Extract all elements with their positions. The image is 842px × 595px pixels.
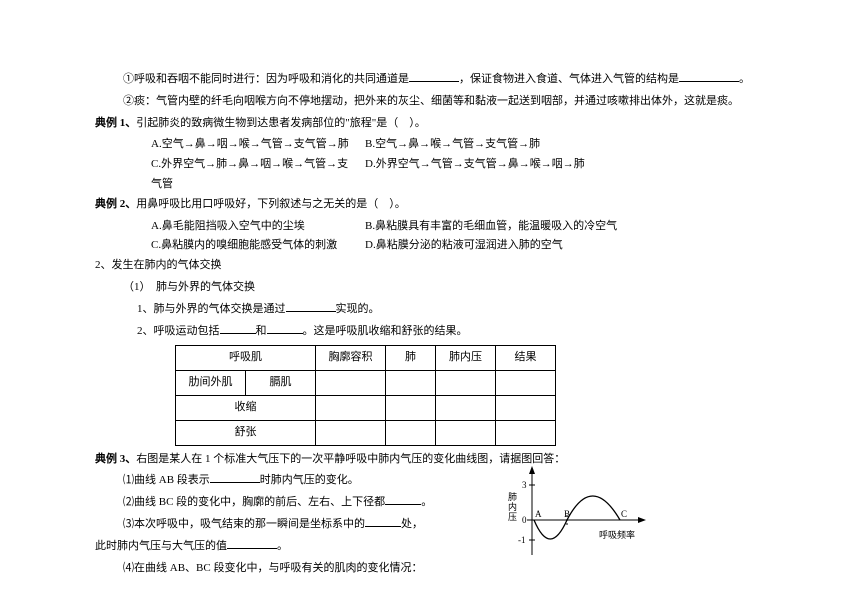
section-2-p2: 2、呼吸运动包括 和 。这是呼吸肌收缩和舒张的结果。 (95, 322, 762, 342)
option-a[interactable]: A.空气→鼻→咽→喉→气管→支气管→肺 (95, 135, 355, 155)
point-b: B (564, 509, 570, 519)
blank[interactable] (409, 70, 459, 82)
blank[interactable] (267, 322, 303, 334)
y-label: 肺 (508, 492, 517, 502)
option-b[interactable]: B.空气→鼻→喉→气管→支气管→肺 (355, 135, 540, 155)
blank[interactable] (286, 300, 336, 312)
q1: ⑴曲线 AB 段表示 时肺内气压的变化。 (95, 471, 475, 491)
text: 1、肺与外界的气体交换是通过 (137, 303, 286, 315)
text: ，保证食物进入食道、气体进入气管的结构是 (459, 73, 679, 85)
text: 。 (277, 540, 288, 552)
example-1-row-ab: A.空气→鼻→咽→喉→气管→支气管→肺 B.空气→鼻→喉→气管→支气管→肺 (95, 135, 762, 155)
option-a[interactable]: A.鼻毛能阻挡吸入空气中的尘埃 (95, 217, 355, 237)
cell[interactable] (496, 420, 556, 445)
cell[interactable] (386, 420, 436, 445)
tick: 3 (522, 480, 527, 490)
y-label: 压 (508, 512, 517, 522)
blank[interactable] (385, 493, 421, 505)
stem-text: 用鼻呼吸比用口呼吸好，下列叙述与之无关的是（ ）。 (136, 198, 406, 210)
text: ①呼吸和吞咽不能同时进行：因为呼吸和消化的共同通道是 (123, 73, 409, 85)
text: 。 (739, 73, 750, 85)
pressure-chart: 肺 内 压 3 0 -1 A B C 呼吸频率 (502, 460, 652, 570)
example-label: 典例 2、 (95, 198, 136, 210)
x-label: 呼吸频率 (599, 529, 635, 540)
cell[interactable] (436, 420, 496, 445)
th-pressure: 肺内压 (436, 346, 496, 371)
text: 2、呼吸运动包括 (137, 325, 220, 337)
blank[interactable] (679, 70, 739, 82)
option-c[interactable]: C.鼻粘膜内的嗅细胞能感受气体的刺激 (95, 236, 355, 256)
q3c: 此时肺内气压与大气压的值 。 (95, 537, 475, 557)
th-muscle: 呼吸肌 (176, 346, 316, 371)
text: ⑶本次呼吸中，吸气结束的那一瞬间是坐标系中的 (123, 518, 365, 530)
stem-text: 右图是某人在 1 个标准大气压下的一次平静呼吸中肺内气压的变化曲线图，请据图回答… (136, 453, 565, 465)
text: ⑴曲线 AB 段表示 (123, 474, 210, 486)
section-2-p1: 1、肺与外界的气体交换是通过 实现的。 (95, 300, 762, 320)
cell[interactable] (386, 371, 436, 396)
text: 处， (401, 518, 423, 530)
table-row: 肋间外肌 膈肌 (176, 371, 556, 396)
cell[interactable] (436, 395, 496, 420)
option-d[interactable]: D.鼻粘膜分泌的粘液可湿润进入肺的空气 (355, 236, 563, 256)
cell: 膈肌 (246, 371, 316, 396)
cell[interactable] (316, 420, 386, 445)
cell[interactable] (316, 371, 386, 396)
th-lung: 肺 (386, 346, 436, 371)
q4: ⑷在曲线 AB、BC 段变化中，与呼吸有关的肌肉的变化情况： (95, 559, 475, 579)
text: 。 (421, 496, 432, 508)
cell[interactable] (496, 371, 556, 396)
tick: 0 (522, 515, 527, 525)
intro-p1: ①呼吸和吞咽不能同时进行：因为呼吸和消化的共同通道是 ，保证食物进入食道、气体进入… (95, 70, 762, 90)
cell[interactable] (496, 395, 556, 420)
q3: ⑶本次呼吸中，吸气结束的那一瞬间是坐标系中的 处， (95, 515, 475, 535)
cell[interactable] (386, 395, 436, 420)
example-label: 典例 1、 (95, 117, 136, 129)
stem-text: 引起肺炎的致病微生物到达患者发病部位的"旅程"是（ ）。 (136, 117, 425, 129)
example-1-row-cd: C.外界空气→肺→鼻→咽→喉→气管→支气管 D.外界空气→气管→支气管→鼻→喉→… (95, 155, 762, 195)
table-row: 舒张 (176, 420, 556, 445)
table-row: 呼吸肌 胸廓容积 肺 肺内压 结果 (176, 346, 556, 371)
example-1-stem: 典例 1、引起肺炎的致病微生物到达患者发病部位的"旅程"是（ ）。 (95, 114, 762, 134)
intro-p2: ②痰：气管内壁的纤毛向咽喉方向不停地摆动，把外来的灰尘、细菌等和黏液一起送到咽部… (95, 92, 762, 112)
blank[interactable] (227, 537, 277, 549)
text: 此时肺内气压与大气压的值 (95, 540, 227, 552)
th-result: 结果 (496, 346, 556, 371)
example-2-row-cd: C.鼻粘膜内的嗅细胞能感受气体的刺激 D.鼻粘膜分泌的粘液可湿润进入肺的空气 (95, 236, 762, 256)
example-3-stem: 典例 3、右图是某人在 1 个标准大气压下的一次平静呼吸中肺内气压的变化曲线图，… (95, 450, 762, 470)
text: 。这是呼吸肌收缩和舒张的结果。 (303, 325, 468, 337)
blank[interactable] (220, 322, 256, 334)
example-label: 典例 3、 (95, 453, 136, 465)
table-row: 收缩 (176, 395, 556, 420)
blank[interactable] (210, 471, 260, 483)
q2: ⑵曲线 BC 段的变化中，胸廓的前后、左右、上下径都 。 (95, 493, 475, 513)
text: ⑵曲线 BC 段的变化中，胸廓的前后、左右、上下径都 (123, 496, 385, 508)
blank[interactable] (365, 515, 401, 527)
option-d[interactable]: D.外界空气→气管→支气管→鼻→喉→咽→肺 (355, 155, 585, 195)
cell: 舒张 (176, 420, 316, 445)
section-2-sub: （1） 肺与外界的气体交换 (95, 278, 762, 298)
cell: 肋间外肌 (176, 371, 246, 396)
example-3-wrap: 典例 3、右图是某人在 1 个标准大气压下的一次平静呼吸中肺内气压的变化曲线图，… (95, 450, 762, 579)
text: 时肺内气压的变化。 (260, 474, 359, 486)
cell[interactable] (436, 371, 496, 396)
text: 实现的。 (336, 303, 380, 315)
y-label: 内 (508, 501, 517, 512)
th-cavity: 胸廓容积 (316, 346, 386, 371)
option-c[interactable]: C.外界空气→肺→鼻→咽→喉→气管→支气管 (95, 155, 355, 195)
tick: -1 (518, 535, 526, 545)
cell[interactable] (316, 395, 386, 420)
point-a: A (535, 509, 542, 519)
point-c: C (621, 509, 627, 519)
text: 和 (256, 325, 267, 337)
example-2-stem: 典例 2、用鼻呼吸比用口呼吸好，下列叙述与之无关的是（ ）。 (95, 195, 762, 215)
section-2-heading: 2、发生在肺内的气体交换 (95, 256, 762, 276)
muscle-table: 呼吸肌 胸廓容积 肺 肺内压 结果 肋间外肌 膈肌 收缩 舒张 (175, 345, 556, 445)
cell: 收缩 (176, 395, 316, 420)
example-2-row-ab: A.鼻毛能阻挡吸入空气中的尘埃 B.鼻粘膜具有丰富的毛细血管，能温暖吸入的冷空气 (95, 217, 762, 237)
option-b[interactable]: B.鼻粘膜具有丰富的毛细血管，能温暖吸入的冷空气 (355, 217, 617, 237)
